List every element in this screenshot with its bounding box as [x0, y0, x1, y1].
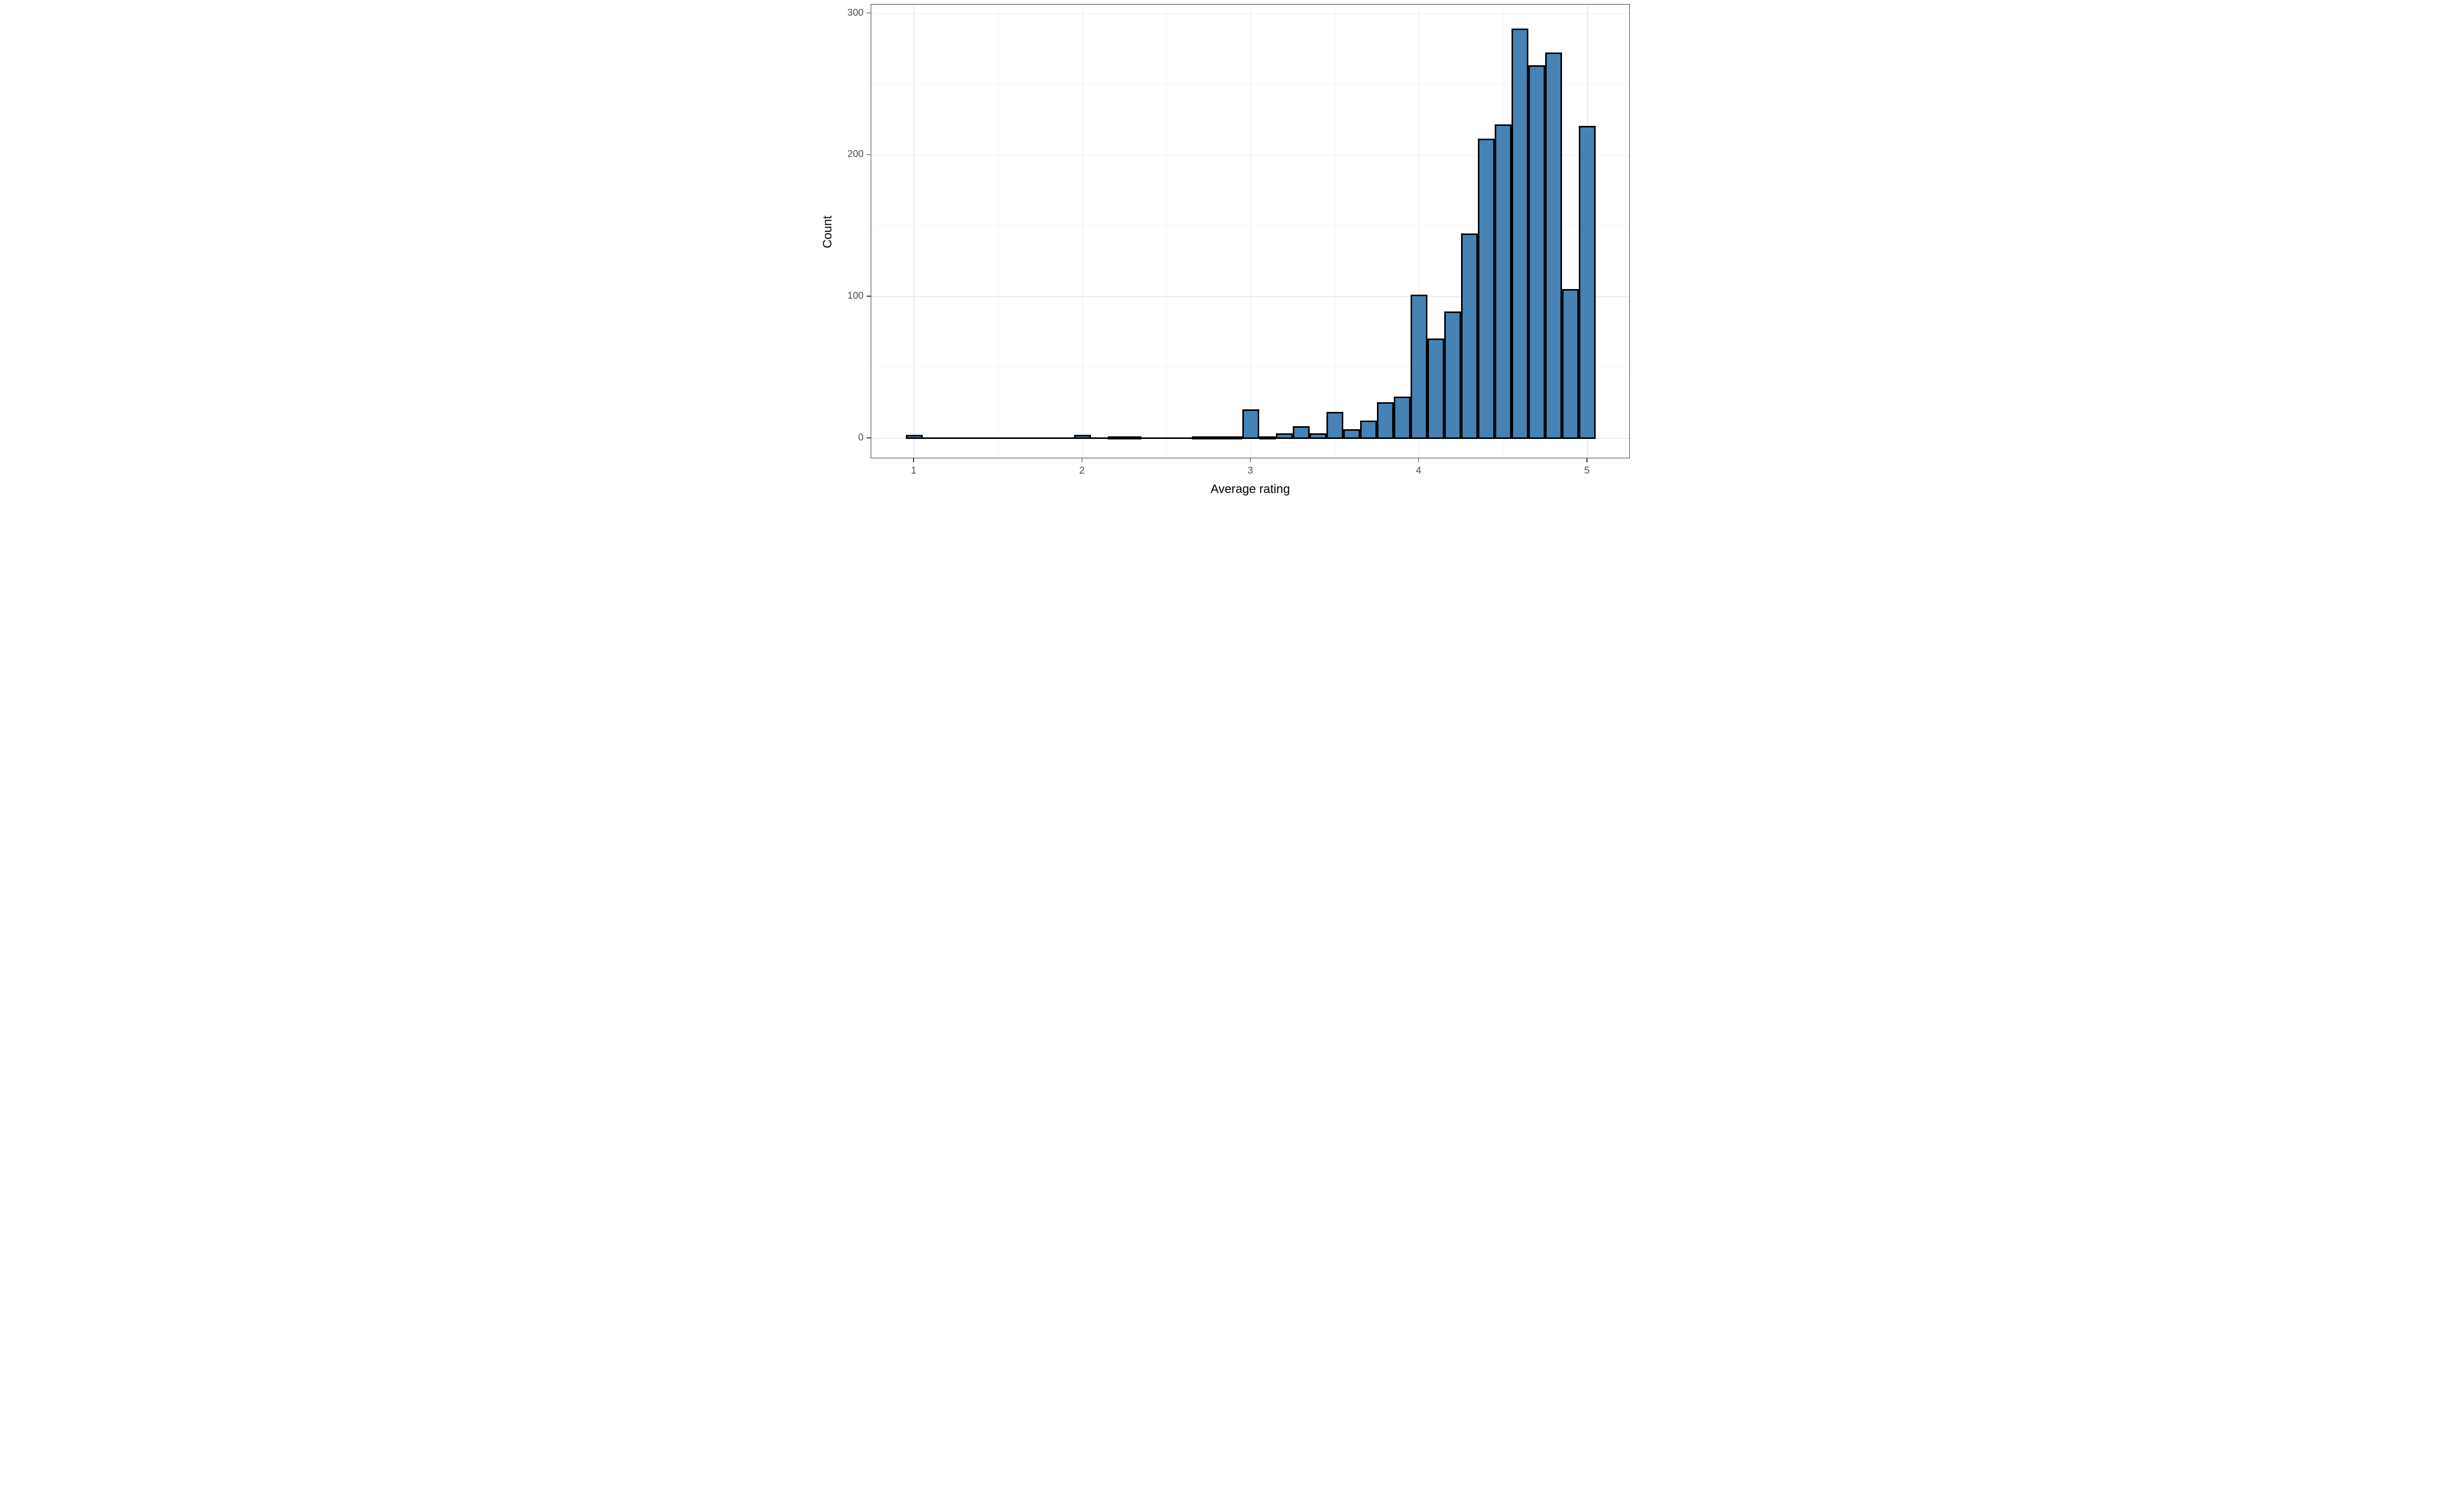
- histogram-zero-bar: [1158, 437, 1175, 439]
- histogram-bar: [1512, 28, 1529, 439]
- histogram-bar: [1528, 65, 1546, 439]
- x-axis-tick: [1081, 458, 1083, 462]
- histogram-bar: [1579, 126, 1596, 439]
- y-major-gridline: [871, 154, 1629, 156]
- histogram-bar: [1495, 124, 1512, 439]
- histogram-bar: [1478, 139, 1495, 439]
- histogram-zero-bar: [1175, 437, 1192, 439]
- histogram-bar: [1259, 436, 1276, 439]
- x-minor-gridline: [1166, 5, 1167, 458]
- x-axis-tick: [1418, 458, 1419, 462]
- histogram-bar: [1394, 396, 1411, 439]
- histogram-bar: [1343, 429, 1361, 439]
- histogram-zero-bar: [990, 437, 1007, 439]
- histogram-bar: [1074, 434, 1091, 439]
- histogram-zero-bar: [1057, 437, 1074, 439]
- x-minor-gridline: [998, 5, 999, 458]
- histogram-bar: [1276, 433, 1293, 439]
- histogram-bar: [1545, 52, 1563, 439]
- histogram-bar: [1191, 436, 1209, 439]
- histogram-bar: [1225, 436, 1242, 439]
- histogram-bar: [1444, 311, 1462, 439]
- histogram-bar: [1411, 294, 1428, 439]
- x-tick-label: 1: [910, 465, 917, 476]
- x-axis-tick: [913, 458, 914, 462]
- histogram-bar: [1124, 436, 1141, 439]
- plot-panel: [871, 4, 1630, 458]
- histogram-zero-bar: [973, 437, 990, 439]
- y-axis-title: Count: [821, 215, 835, 249]
- x-major-gridline: [914, 5, 915, 458]
- y-tick-label: 100: [847, 291, 864, 302]
- histogram-bar: [1461, 233, 1478, 439]
- histogram-zero-bar: [1023, 437, 1040, 439]
- x-major-gridline: [1418, 5, 1420, 458]
- histogram-bar: [1293, 426, 1310, 439]
- y-major-gridline: [871, 296, 1629, 297]
- histogram-zero-bar: [956, 437, 973, 439]
- histogram-zero-bar: [922, 437, 940, 439]
- histogram-zero-bar: [1006, 437, 1024, 439]
- x-axis-tick: [1586, 458, 1587, 462]
- histogram-bar: [1242, 409, 1259, 439]
- y-tick-label: 200: [847, 149, 864, 160]
- x-tick-label: 3: [1247, 465, 1253, 476]
- x-major-gridline: [1082, 5, 1083, 458]
- histogram-bar: [1562, 289, 1579, 439]
- histogram-bar: [1107, 436, 1125, 439]
- histogram-bar: [1208, 436, 1226, 439]
- histogram-bar: [1377, 402, 1394, 439]
- y-minor-gridline: [871, 84, 1629, 85]
- y-axis-tick: [867, 154, 871, 155]
- y-axis-tick: [867, 437, 871, 438]
- histogram-zero-bar: [939, 437, 956, 439]
- y-tick-label: 300: [847, 7, 864, 18]
- x-tick-label: 4: [1416, 465, 1421, 476]
- histogram-zero-bar: [1090, 437, 1108, 439]
- x-tick-label: 5: [1584, 465, 1590, 476]
- histogram-bar: [1326, 412, 1344, 439]
- histogram-zero-bar: [1141, 437, 1158, 439]
- x-axis-title: Average rating: [1210, 482, 1290, 496]
- y-axis-tick: [867, 296, 871, 297]
- histogram-bar: [905, 434, 923, 439]
- histogram-bar: [1427, 338, 1445, 439]
- y-tick-label: 0: [858, 432, 864, 443]
- y-major-gridline: [871, 13, 1629, 14]
- histogram-bar: [1360, 421, 1377, 439]
- histogram-figure: Average rating Count 0 100 200 300 1 2 3 4 5: [816, 0, 1631, 504]
- histogram-bar: [1310, 433, 1327, 439]
- histogram-zero-bar: [1040, 437, 1057, 439]
- x-tick-label: 2: [1079, 465, 1085, 476]
- x-axis-tick: [1249, 458, 1251, 462]
- y-axis-tick: [867, 12, 871, 14]
- x-major-gridline: [1250, 5, 1252, 458]
